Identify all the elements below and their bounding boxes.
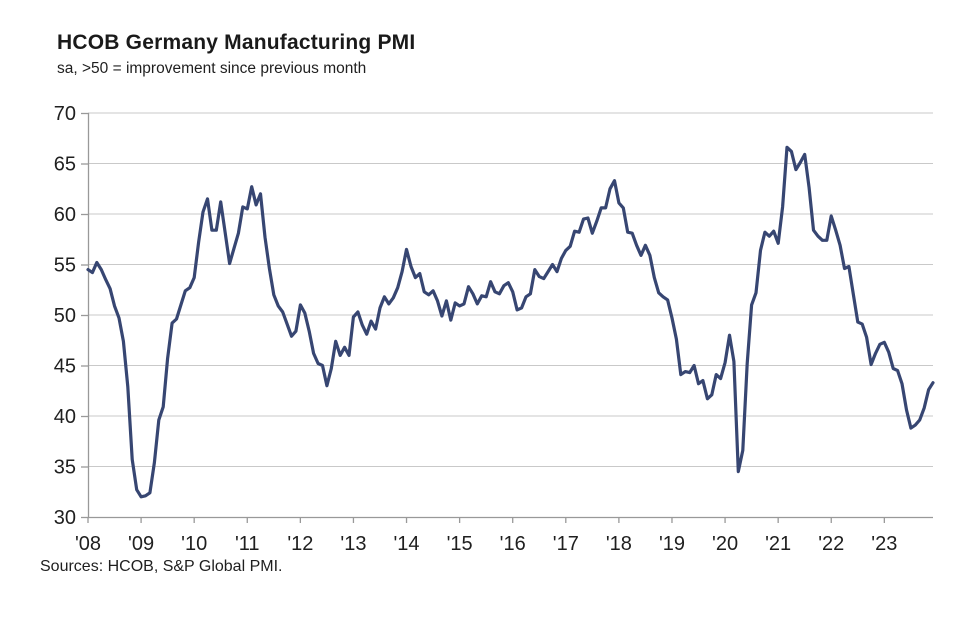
y-tick-label: 60 [54, 204, 76, 226]
x-tick-label: '23 [871, 533, 897, 555]
y-tick-label: 30 [54, 507, 76, 529]
y-tick-label: 45 [54, 356, 76, 378]
y-tick-label: 40 [54, 406, 76, 428]
x-tick-label: '16 [500, 533, 526, 555]
x-tick-label: '12 [287, 533, 313, 555]
x-tick-label: '08 [75, 533, 101, 555]
y-tick-labels: 30 35 40 45 50 55 60 65 70 [54, 103, 76, 529]
y-tick-label: 55 [54, 255, 76, 277]
x-tick-label: '22 [818, 533, 844, 555]
y-tick-label: 35 [54, 457, 76, 479]
x-tick-label: '17 [553, 533, 579, 555]
x-tick-label: '13 [340, 533, 366, 555]
source-note: Sources: HCOB, S&P Global PMI. [40, 558, 283, 575]
x-tick-label: '20 [712, 533, 738, 555]
pmi-series-line [86, 145, 935, 499]
x-tick-label: '11 [235, 533, 260, 555]
x-tick-label: '21 [765, 533, 791, 555]
axes [81, 112, 933, 523]
x-tick-label: '09 [128, 533, 154, 555]
x-tick-label: '15 [447, 533, 473, 555]
y-tick-label: 50 [54, 305, 76, 327]
y-tick-label: 65 [54, 154, 76, 176]
x-tick-label: '19 [659, 533, 685, 555]
chart-subtitle: sa, >50 = improvement since previous mon… [57, 60, 367, 77]
y-gridlines [88, 112, 933, 467]
x-tick-label: '14 [393, 533, 419, 555]
y-tick-label: 70 [54, 103, 76, 125]
x-tick-label: '10 [181, 533, 207, 555]
page-title: HCOB Germany Manufacturing PMI [57, 31, 416, 54]
x-tick-label: '18 [606, 533, 632, 555]
x-tick-labels: '08 '09 '10 '11 '12 '13 '14 '15 '16 '17 '18 '19 '20 '… [75, 533, 897, 555]
